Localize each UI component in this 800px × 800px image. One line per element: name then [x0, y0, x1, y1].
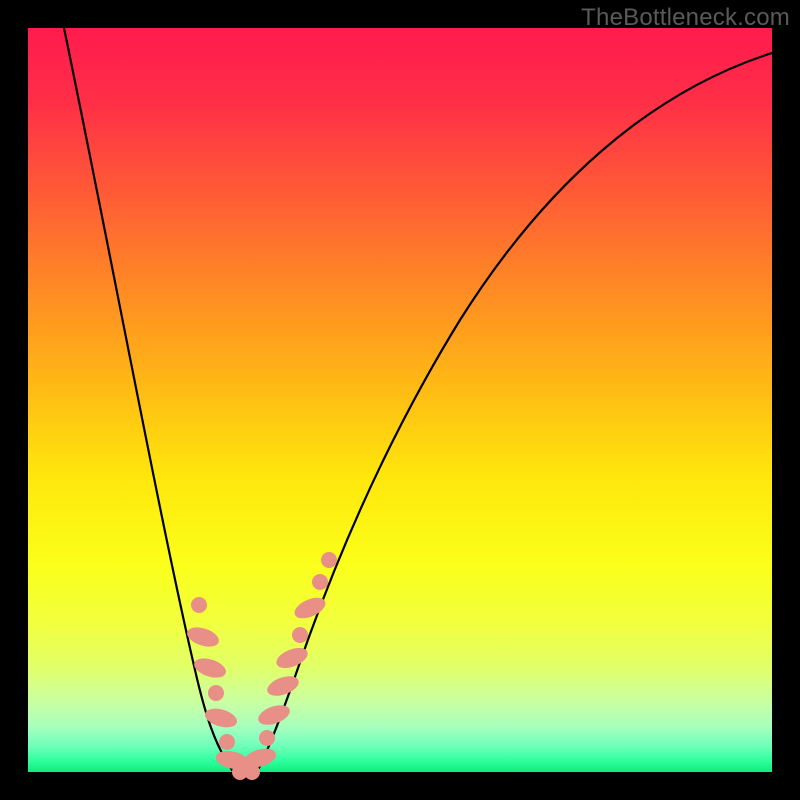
bottleneck-chart: [0, 0, 800, 800]
marker-point: [322, 553, 337, 568]
watermark-text: TheBottleneck.com: [581, 4, 790, 32]
chart-frame: TheBottleneck.com: [0, 0, 800, 800]
marker-point: [293, 628, 308, 643]
marker-point: [220, 735, 235, 750]
marker-point: [192, 598, 207, 613]
marker-point: [313, 575, 328, 590]
marker-point: [209, 686, 224, 701]
marker-point: [260, 731, 275, 746]
gradient-background: [28, 28, 772, 772]
